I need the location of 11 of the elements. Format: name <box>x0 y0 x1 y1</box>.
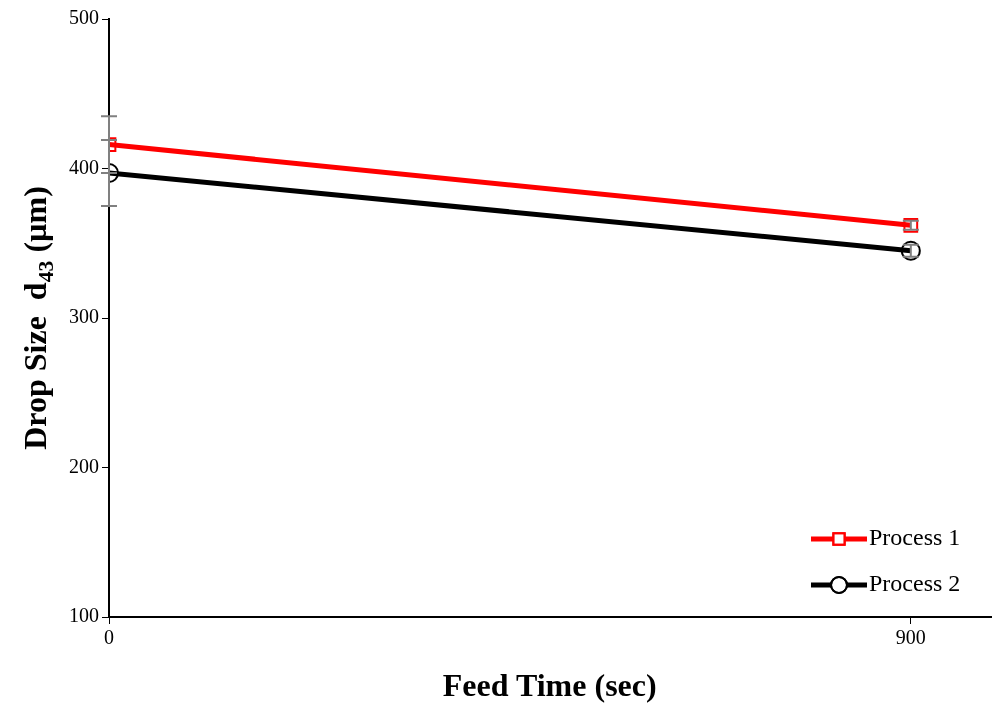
x-tick-label: 0 <box>104 626 114 649</box>
legend-label: Process 1 <box>869 524 961 551</box>
legend-label: Process 2 <box>869 570 961 597</box>
y-tick-label: 100 <box>69 604 99 627</box>
y-tick-label: 200 <box>69 454 99 477</box>
y-axis-title: Drop Size d43 (µm) <box>17 186 59 450</box>
y-tick-label: 500 <box>69 6 99 29</box>
x-axis-title: Feed Time (sec) <box>442 667 657 704</box>
y-tick-label: 400 <box>69 155 99 178</box>
x-tick-label: 900 <box>895 626 926 649</box>
y-tick-label: 300 <box>69 305 99 328</box>
